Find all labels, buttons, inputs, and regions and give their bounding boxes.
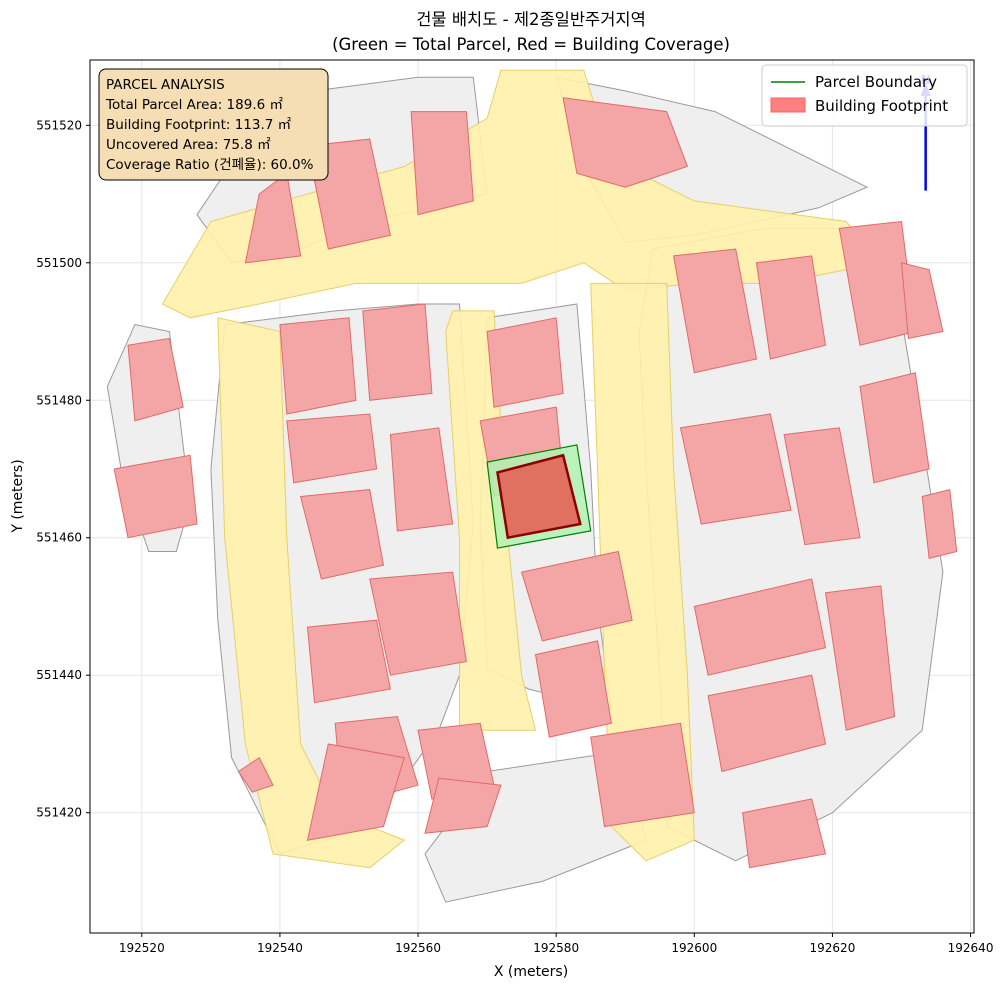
building-footprint	[824, 585, 896, 731]
building-footprint	[306, 743, 405, 841]
x-tick-label: 192580	[533, 941, 579, 955]
building-footprint	[900, 262, 944, 339]
building-footprint	[127, 337, 184, 422]
building-footprint	[362, 303, 433, 401]
x-axis-label: X (meters)	[494, 964, 568, 980]
map-title-line2: (Green = Total Parcel, Red = Building Co…	[332, 35, 730, 54]
x-tick-label: 192520	[119, 941, 165, 955]
building-footprint	[369, 571, 467, 676]
map-title-line1: 건물 배치도 - 제2종일반주거지역	[416, 10, 646, 29]
x-tick-label: 192560	[395, 941, 441, 955]
building-footprint	[299, 489, 385, 580]
map-layer: N	[106, 69, 958, 903]
building-footprint	[679, 413, 792, 525]
building-footprint	[742, 798, 827, 869]
info-line-5: Coverage Ratio (건폐율): 60.0%	[106, 157, 314, 173]
road	[217, 317, 406, 869]
y-tick-label: 551520	[36, 118, 82, 132]
building-footprint	[113, 454, 198, 539]
building-footprint	[707, 674, 827, 773]
building-footprint	[286, 413, 378, 484]
y-tick-label: 551480	[36, 393, 82, 407]
building-footprint	[755, 255, 827, 360]
legend-building-label: Building Footprint	[815, 97, 948, 115]
info-line-4: Uncovered Area: 75.8 ㎡	[106, 137, 271, 153]
building-footprint	[410, 111, 474, 216]
axis-ticks: 192520 192540 192560 192580 192600 192620 1926…	[36, 118, 993, 955]
info-line-3: Building Footprint: 113.7 ㎡	[106, 117, 292, 133]
building-footprint	[389, 427, 454, 532]
y-tick-label: 551420	[36, 806, 82, 820]
building-footprint	[693, 578, 827, 676]
legend: Parcel Boundary Building Footprint	[761, 64, 968, 127]
building-footprint	[520, 550, 633, 642]
building-footprint	[486, 317, 564, 408]
building-footprint	[237, 756, 274, 793]
building-footprint	[306, 619, 391, 704]
building-footprint	[562, 97, 689, 188]
x-tick-label: 192640	[948, 941, 994, 955]
building-footprint	[859, 372, 930, 484]
plot-frame	[89, 59, 975, 934]
building-footprint	[921, 488, 958, 560]
y-tick-label: 551440	[36, 668, 82, 682]
building-footprint	[424, 777, 502, 834]
target-building	[496, 453, 582, 540]
building-footprint	[673, 248, 758, 374]
building-footprint	[534, 640, 612, 738]
y-tick-label: 551500	[36, 256, 82, 270]
x-tick-label: 192620	[810, 941, 856, 955]
building-footprint	[279, 317, 357, 415]
x-tick-label: 192600	[671, 941, 717, 955]
info-line-1: PARCEL ANALYSIS	[106, 77, 225, 93]
x-tick-label: 192540	[257, 941, 303, 955]
info-box: PARCEL ANALYSIS Total Parcel Area: 189.6…	[98, 68, 329, 181]
legend-building-patch	[770, 97, 806, 113]
building-footprint	[590, 722, 695, 828]
building-footprint	[783, 427, 861, 546]
y-tick-label: 551460	[36, 531, 82, 545]
y-axis-label: Y (meters)	[10, 459, 26, 533]
legend-parcel-label: Parcel Boundary	[815, 73, 937, 91]
info-line-2: Total Parcel Area: 189.6 ㎡	[105, 97, 283, 113]
